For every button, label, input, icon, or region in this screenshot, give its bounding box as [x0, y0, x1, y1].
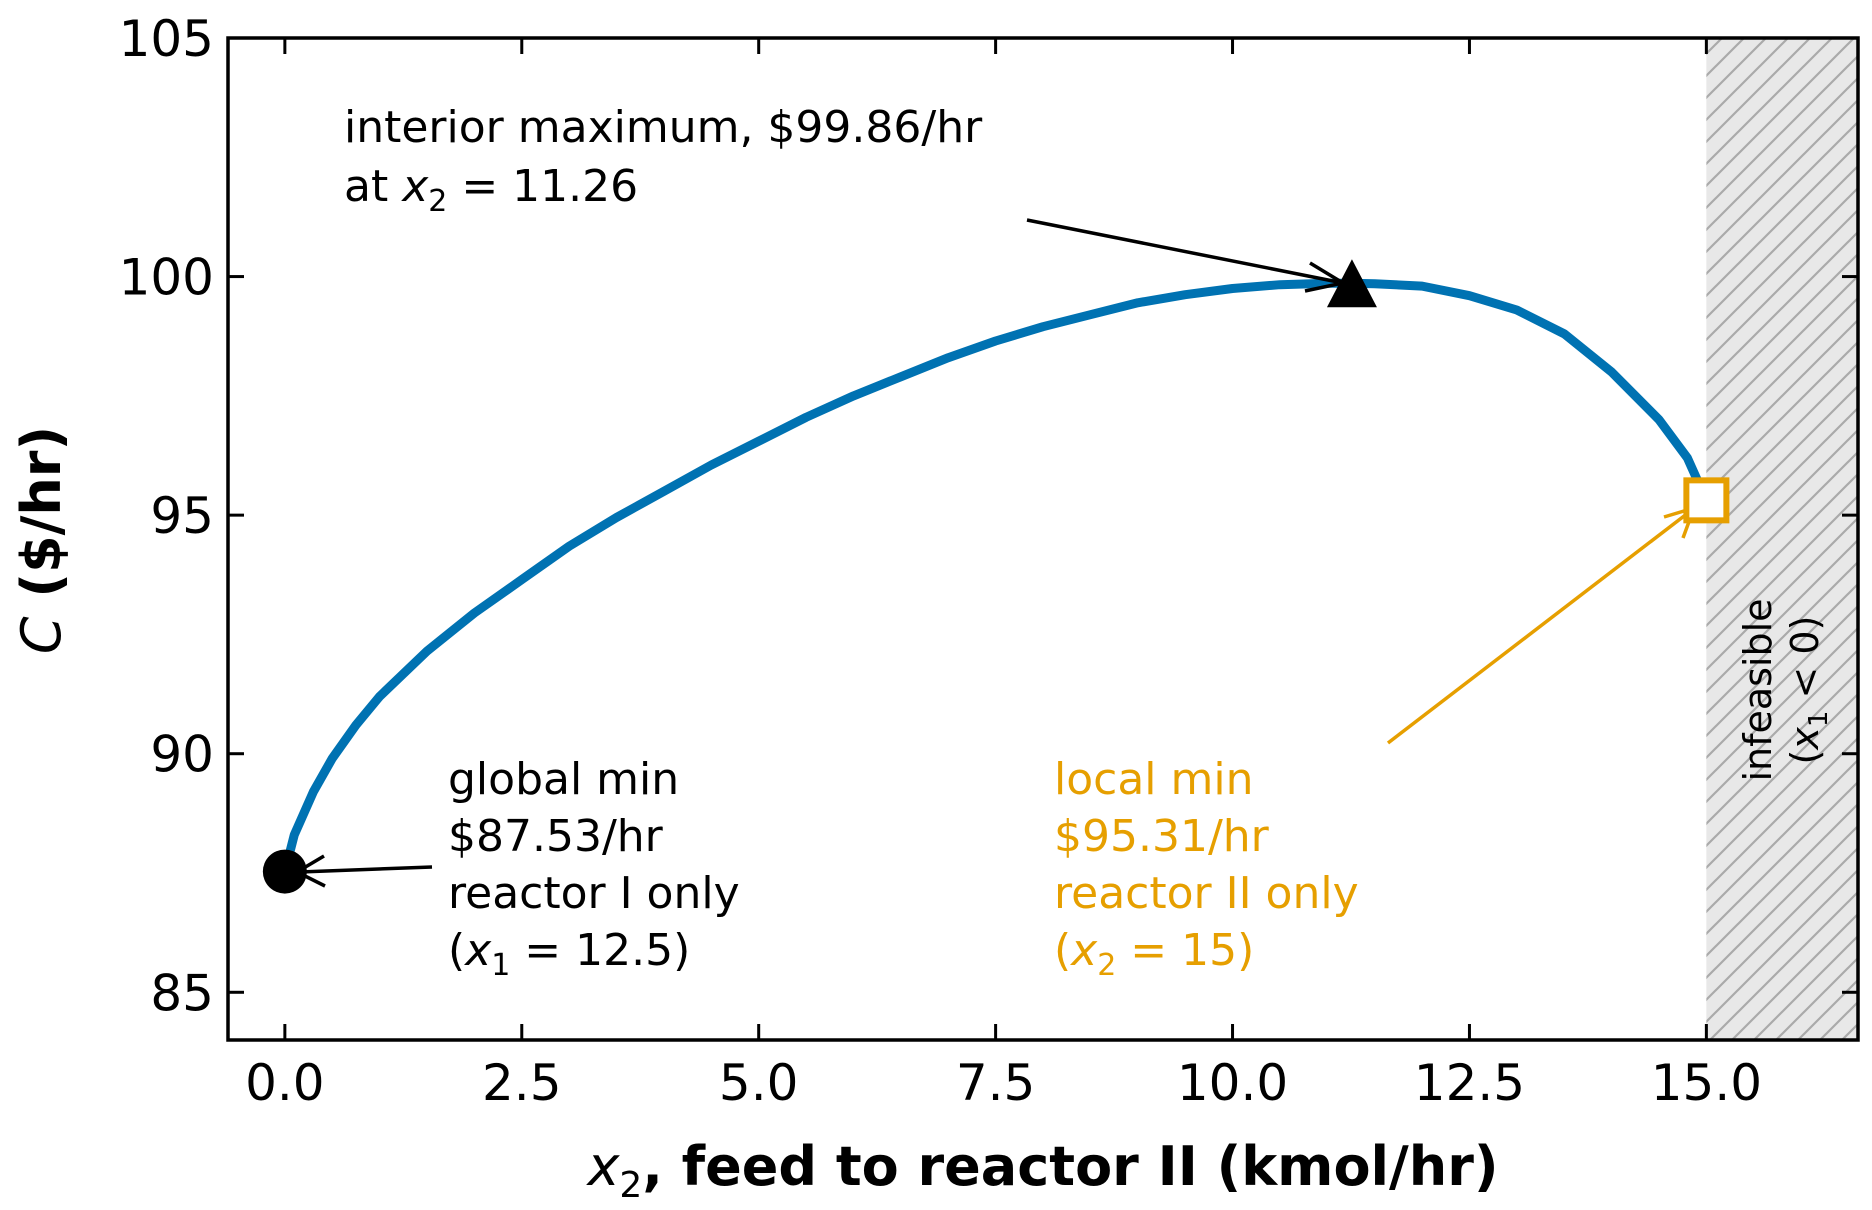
local-min-arrow — [1386, 511, 1690, 745]
x-tick-label: 12.5 — [1414, 1054, 1525, 1112]
plot-frame — [226, 36, 1860, 1042]
global-min-line2: $87.53/hr — [448, 811, 664, 862]
local-min-line1: local min — [1054, 754, 1253, 805]
x-tick-label: 2.5 — [482, 1054, 562, 1112]
global-min-line1: global min — [448, 754, 679, 805]
x-tick-label: 7.5 — [956, 1054, 1036, 1112]
global-min-annotation: global min $87.53/hr reactor I only (x1 … — [448, 754, 740, 983]
y-tick-label: 105 — [119, 10, 214, 68]
y-tick-label: 90 — [150, 726, 214, 784]
infeasible-line2: (x1 < 0) — [1783, 616, 1834, 765]
x-tick-label: 10.0 — [1177, 1054, 1288, 1112]
local-min-line4: (x2 = 15) — [1054, 925, 1254, 983]
global-min-marker — [262, 849, 307, 894]
local-min-marker — [1683, 477, 1730, 524]
y-ticks: 85 90 95 100 105 — [119, 10, 1858, 1022]
x-axis-label: x2, feed to reactor II (kmol/hr) — [585, 1135, 1498, 1206]
x-tick-label: 0.0 — [245, 1054, 325, 1112]
y-axis-label: C ($/hr) — [10, 426, 73, 654]
infeasible-region — [1706, 38, 1858, 1040]
global-min-line4: (x1 = 12.5) — [448, 925, 690, 983]
y-tick-label: 95 — [150, 487, 214, 545]
plot-area — [280, 278, 1711, 877]
interior-max-label: interior maximum, $99.86/hr — [344, 102, 983, 153]
infeasible-annotation: infeasible (x1 < 0) — [1736, 598, 1834, 781]
x-tick-label: 15.0 — [1651, 1054, 1762, 1112]
local-min-line2: $95.31/hr — [1054, 811, 1270, 862]
cost-curve — [280, 278, 1711, 877]
markers — [262, 259, 1730, 894]
infeasible-line1: infeasible — [1736, 598, 1780, 781]
local-min-line3: reactor II only — [1054, 868, 1359, 919]
infeasible-hatch — [1706, 38, 1858, 1040]
interior-max-arrow — [1026, 218, 1339, 284]
local-min-annotation: local min $95.31/hr reactor II only (x2 … — [1054, 754, 1359, 983]
y-tick-label: 100 — [119, 249, 214, 307]
x-ticks: 0.0 2.5 5.0 7.5 10.0 12.5 15.0 — [245, 38, 1762, 1112]
global-min-line3: reactor I only — [448, 868, 740, 919]
interior-max-marker — [1326, 259, 1377, 308]
y-tick-label: 85 — [150, 964, 214, 1022]
global-min-arrow — [299, 865, 433, 874]
interior-max-location: at x2 = 11.26 — [344, 161, 638, 219]
x-tick-label: 5.0 — [719, 1054, 799, 1112]
